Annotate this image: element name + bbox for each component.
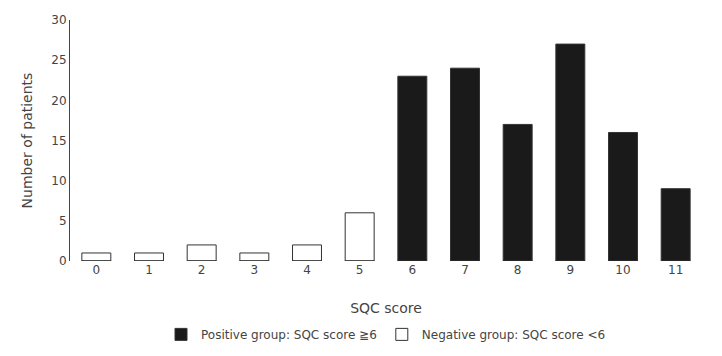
svg-text:2: 2 bbox=[198, 263, 206, 277]
svg-text:3: 3 bbox=[251, 263, 259, 277]
svg-text:5: 5 bbox=[59, 214, 67, 228]
svg-text:15: 15 bbox=[51, 134, 66, 148]
svg-text:SQC score: SQC score bbox=[350, 300, 422, 316]
svg-text:1: 1 bbox=[145, 263, 153, 277]
svg-text:11: 11 bbox=[668, 263, 683, 277]
svg-text:Number of patients: Number of patients bbox=[19, 73, 35, 209]
svg-text:7: 7 bbox=[461, 263, 469, 277]
svg-text:25: 25 bbox=[51, 53, 66, 67]
svg-text:20: 20 bbox=[51, 94, 66, 108]
svg-text:Positive group: SQC score ≧6: Positive group: SQC score ≧6 bbox=[201, 328, 377, 342]
svg-text:10: 10 bbox=[51, 174, 66, 188]
svg-text:0: 0 bbox=[93, 263, 101, 277]
svg-text:Negative group: SQC score <6: Negative group: SQC score <6 bbox=[422, 328, 605, 342]
svg-text:6: 6 bbox=[409, 263, 417, 277]
svg-text:5: 5 bbox=[356, 263, 364, 277]
svg-text:4: 4 bbox=[303, 263, 311, 277]
svg-text:10: 10 bbox=[615, 263, 630, 277]
svg-text:8: 8 bbox=[514, 263, 522, 277]
svg-text:30: 30 bbox=[51, 13, 66, 27]
svg-text:9: 9 bbox=[567, 263, 575, 277]
svg-text:0: 0 bbox=[59, 254, 67, 268]
